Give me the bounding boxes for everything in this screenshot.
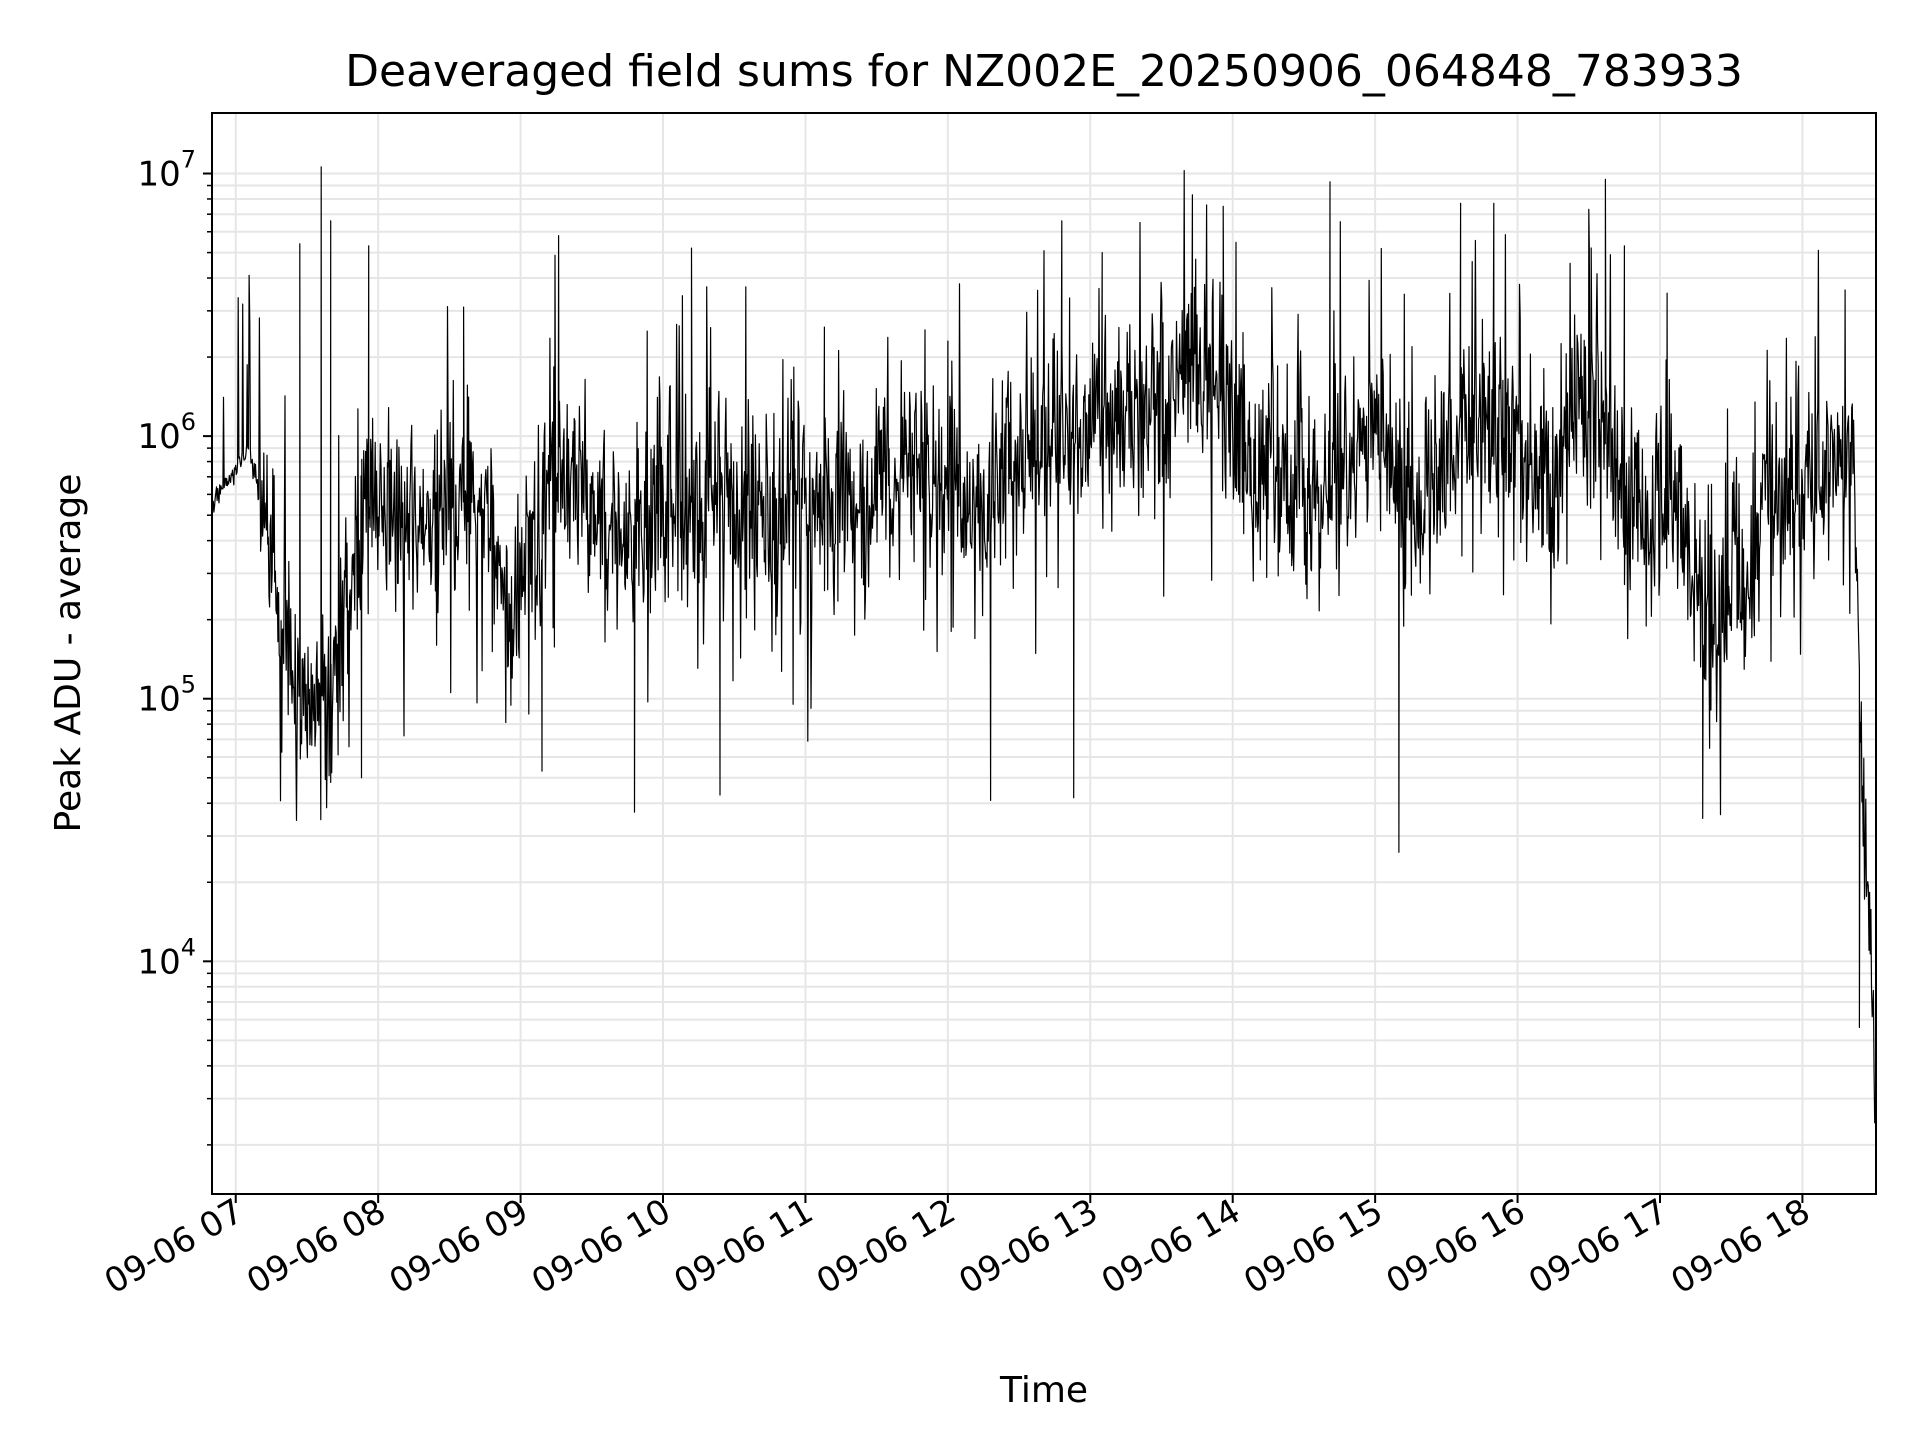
y-tick-exponent: 4: [181, 933, 196, 961]
y-tick-exponent: 5: [181, 671, 196, 699]
y-tick-exponent: 6: [181, 408, 196, 436]
y-tick-label: 105: [137, 671, 196, 720]
x-axis-label: Time: [999, 1370, 1088, 1411]
series-line: [211, 166, 1877, 1145]
chart-title: Deaveraged field sums for NZ002E_2025090…: [345, 46, 1743, 97]
y-axis-label: Peak ADU - average: [48, 474, 89, 833]
data-series: [211, 166, 1877, 1145]
y-tick-exponent: 7: [181, 146, 196, 174]
plot-frame: [211, 112, 1877, 1195]
